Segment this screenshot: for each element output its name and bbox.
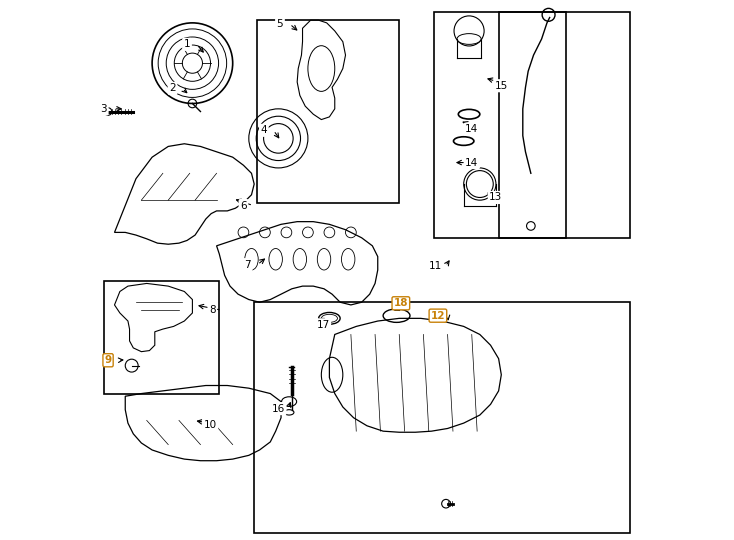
Text: 5: 5 — [277, 19, 283, 29]
Text: 10: 10 — [203, 420, 217, 430]
Bar — [257, 20, 399, 203]
Text: 14: 14 — [465, 158, 479, 167]
Bar — [498, 12, 631, 238]
Text: 16: 16 — [272, 403, 285, 414]
Text: 14: 14 — [465, 124, 479, 134]
Text: 6: 6 — [240, 200, 247, 211]
Text: 3: 3 — [101, 104, 107, 114]
Text: 13: 13 — [490, 192, 503, 202]
Text: 12: 12 — [431, 310, 445, 321]
Bar — [434, 12, 566, 238]
Text: 15: 15 — [495, 81, 508, 91]
Text: 9: 9 — [104, 355, 112, 365]
Text: 1: 1 — [184, 39, 190, 49]
Text: 2: 2 — [170, 83, 176, 93]
Text: 4: 4 — [261, 125, 267, 136]
Text: 17: 17 — [316, 320, 330, 330]
Text: 7: 7 — [244, 260, 251, 269]
Bar — [254, 302, 631, 533]
Bar — [103, 281, 219, 394]
Text: 11: 11 — [429, 261, 443, 271]
Text: 18: 18 — [393, 298, 408, 308]
Text: 8: 8 — [209, 305, 216, 315]
